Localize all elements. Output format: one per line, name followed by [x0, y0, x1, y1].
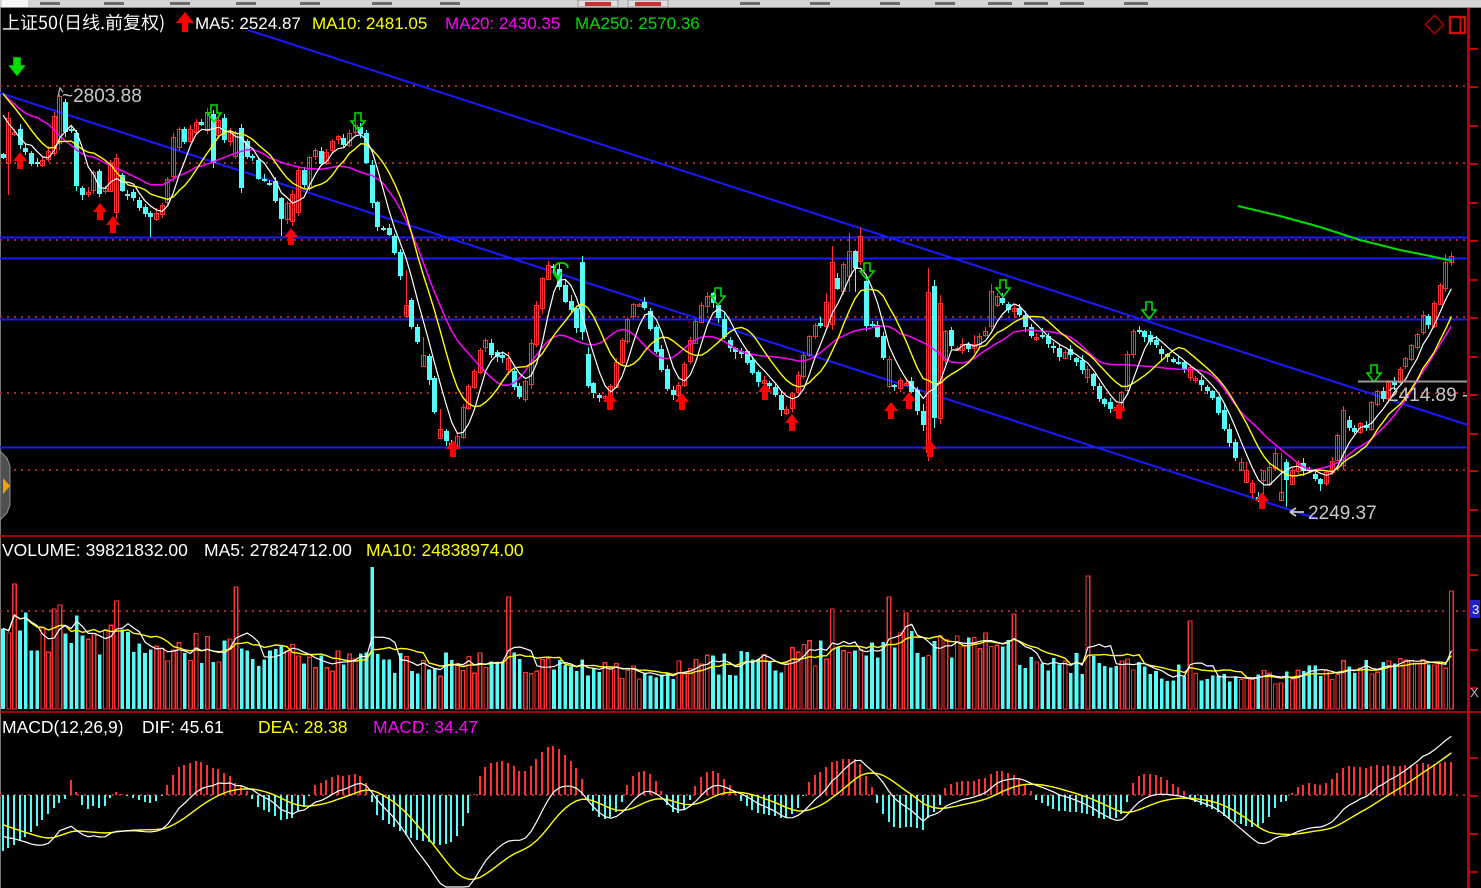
svg-text:~2803.88: ~2803.88 — [62, 86, 142, 107]
svg-text:MA10: 2481.05: MA10: 2481.05 — [312, 14, 427, 33]
svg-text:3: 3 — [1472, 602, 1479, 617]
svg-text:MA5: 2524.87: MA5: 2524.87 — [195, 14, 301, 33]
svg-text:MACD(12,26,9): MACD(12,26,9) — [2, 717, 124, 737]
svg-text:MA5: 27824712.00: MA5: 27824712.00 — [204, 540, 352, 560]
svg-text:2249.37: 2249.37 — [1308, 503, 1377, 524]
svg-text:2414.89 -: 2414.89 - — [1388, 385, 1468, 406]
svg-text:X: X — [1470, 685, 1479, 700]
svg-text:VOLUME: 39821832.00: VOLUME: 39821832.00 — [2, 540, 188, 560]
svg-text:MACD: 34.47: MACD: 34.47 — [373, 717, 478, 737]
svg-text:MA10: 24838974.00: MA10: 24838974.00 — [366, 540, 524, 560]
svg-text:DIF: 45.61: DIF: 45.61 — [142, 717, 224, 737]
svg-text:MA250: 2570.36: MA250: 2570.36 — [575, 14, 700, 33]
svg-text:MA20: 2430.35: MA20: 2430.35 — [445, 14, 560, 33]
svg-text:DEA: 28.38: DEA: 28.38 — [258, 717, 348, 737]
